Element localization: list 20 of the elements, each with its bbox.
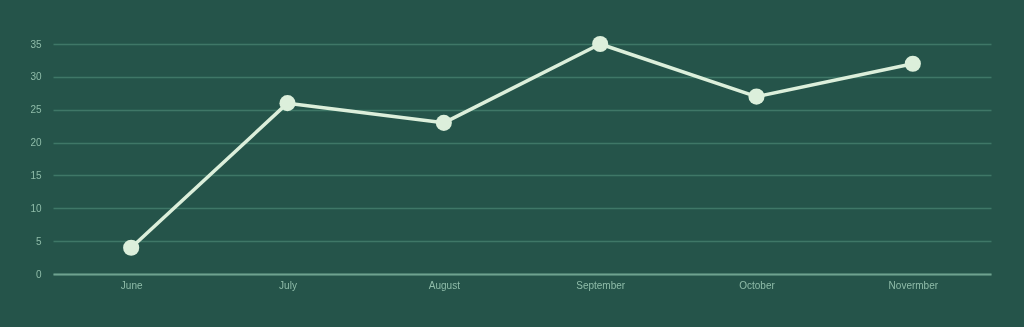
x-tick-label: Novermber: [888, 279, 939, 291]
y-tick-label: 35: [30, 38, 42, 50]
x-tick-label: July: [279, 279, 297, 291]
y-tick-label: 30: [30, 71, 42, 83]
y-tick-label: 25: [30, 104, 42, 116]
point: [592, 35, 609, 53]
point: [748, 88, 765, 105]
point: [904, 55, 921, 72]
y-tick-label: 5: [35, 235, 42, 247]
x-tick-label: September: [576, 279, 626, 291]
point: [435, 114, 452, 131]
x-tick-label: June: [120, 279, 143, 291]
y-tick-label: 20: [30, 137, 42, 149]
point: [279, 95, 296, 112]
y-tick-label: 15: [30, 169, 42, 181]
x-tick-label: August: [428, 279, 461, 291]
y-tick-label: 0: [35, 268, 42, 280]
y-tick-label: 10: [30, 202, 42, 214]
point: [123, 239, 140, 256]
x-tick-label: October: [739, 279, 776, 291]
